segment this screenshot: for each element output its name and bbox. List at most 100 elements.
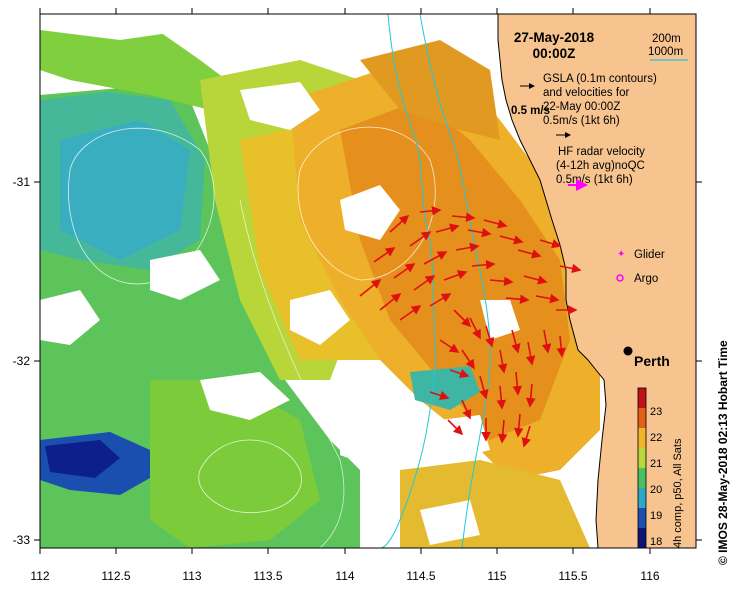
- cloud-gap-10: [480, 300, 520, 340]
- velocity-arrow: [461, 349, 475, 370]
- scale-marker-label: 0.5 m/s: [511, 105, 550, 117]
- velocity-arrow: [521, 425, 531, 448]
- velocity-arrow: [541, 329, 552, 354]
- velocity-arrow: [447, 419, 464, 436]
- velocity-arrow: [439, 339, 460, 353]
- y-tick-labels: -31 -32 -33: [13, 175, 31, 547]
- velocity-arrow: [419, 206, 442, 216]
- map-time: 00:00Z: [533, 46, 576, 61]
- gsla-contour-1: [68, 127, 215, 285]
- cloud-gap-9: [150, 250, 220, 300]
- cloud-gap-11: [420, 500, 480, 545]
- velocity-arrow: [517, 249, 542, 259]
- sst-patch-cyan: [60, 120, 190, 260]
- velocity-arrow: [435, 223, 460, 233]
- velocity-arrow: [513, 413, 524, 438]
- colorbar-tick: 19: [650, 510, 662, 522]
- velocity-arrow: [455, 242, 480, 253]
- y-tick-label: -31: [13, 175, 31, 189]
- cloud-gap-2: [200, 14, 380, 50]
- velocity-arrow: [556, 335, 566, 358]
- velocity-arrow: [499, 235, 524, 245]
- cloud-gap-8: [40, 290, 100, 345]
- velocity-arrow: [461, 399, 472, 420]
- y-tick-label: -33: [13, 533, 31, 547]
- cloud-gap-7: [340, 410, 420, 470]
- cloud-gap-5: [290, 290, 350, 345]
- city-label: Perth: [634, 353, 670, 369]
- map-date: 27-May-2018: [514, 30, 595, 45]
- velocity-arrow: [413, 275, 436, 291]
- velocity-arrows: [359, 206, 582, 448]
- velocity-arrow: [393, 263, 416, 279]
- glider-label: Glider: [634, 249, 665, 261]
- cloud-gap-3: [240, 82, 320, 130]
- hf-legend-line2: (4-12h avg)noQC: [556, 160, 645, 172]
- colorbar-tick: 21: [650, 458, 662, 470]
- cloud-gap-4: [340, 185, 400, 240]
- argo-label: Argo: [634, 273, 658, 285]
- velocity-arrow: [489, 276, 514, 287]
- cloud-gap-1: [40, 14, 190, 40]
- colorbar-tick: 20: [650, 484, 662, 496]
- colorbar-segment: [638, 448, 646, 468]
- colorbar-frame: [637, 387, 647, 549]
- colorbar-segment: [638, 428, 646, 448]
- colorbar-segment: [638, 388, 646, 408]
- velocity-arrow: [429, 293, 452, 307]
- x-tick-label: 114: [335, 569, 354, 583]
- colorbar: 23 22 21 20 19 18 4h comp, p50, All Sats: [637, 387, 684, 549]
- cloud-gap-6: [200, 372, 290, 420]
- x-tick-label: 113.5: [253, 569, 282, 583]
- gsla-legend-scale: 0.5m/s (1kt 6h): [543, 115, 620, 127]
- velocity-arrow: [389, 214, 410, 233]
- colorbar-tick: 23: [650, 406, 662, 418]
- x-tick-labels: 112 112.5 113 113.5 114 114.5 115 115.5 …: [30, 569, 659, 583]
- legend-1000m: 1000m: [648, 46, 683, 58]
- velocity-arrow: [483, 219, 508, 229]
- legend-200m: 200m: [652, 33, 681, 45]
- x-tick-label: 112: [30, 569, 49, 583]
- velocity-arrow: [485, 325, 495, 348]
- velocity-arrow: [449, 368, 470, 379]
- velocity-arrow: [373, 247, 396, 263]
- x-tick-label: 115.5: [558, 569, 587, 583]
- velocity-arrow: [359, 279, 382, 297]
- x-tick-label: 114.5: [406, 569, 435, 583]
- colorbar-segment: [638, 488, 646, 508]
- argo-icon: [616, 274, 624, 282]
- velocity-arrow: [539, 239, 562, 249]
- velocity-arrow: [409, 231, 432, 247]
- velocity-arrow: [512, 371, 523, 396]
- velocity-arrow: [399, 305, 422, 321]
- colorbar-label: 4h comp, p50, All Sats: [672, 438, 684, 548]
- x-tick-label: 113: [182, 569, 201, 583]
- velocity-arrow: [443, 270, 468, 281]
- glider-icon: ✦: [617, 249, 625, 260]
- velocity-arrow: [423, 251, 448, 265]
- hf-legend-line1: HF radar velocity: [558, 146, 645, 158]
- gsla-legend-line1: GSLA (0.1m contours): [543, 73, 657, 85]
- credit-text: © IMOS 28-May-2018 02:13 Hobart Time: [716, 340, 730, 565]
- velocity-arrow: [467, 227, 492, 238]
- velocity-arrow: [525, 341, 536, 366]
- velocity-arrow: [453, 309, 472, 328]
- plot-frame: [39, 13, 697, 549]
- velocity-arrow: [497, 419, 508, 444]
- gsla-legend-line3: 22-May 00:00Z: [543, 101, 620, 113]
- sst-patch-orange: [340, 100, 570, 440]
- velocity-arrow: [523, 275, 548, 285]
- velocity-arrow: [511, 329, 521, 354]
- hf-legend-scale: 0.5m/s (1kt 6h): [556, 174, 633, 186]
- colorbar-tick: 22: [650, 432, 662, 444]
- x-tick-label: 116: [640, 569, 659, 583]
- isobath-200m: [419, 14, 491, 548]
- velocity-arrow: [525, 383, 536, 408]
- velocity-arrow: [535, 293, 560, 304]
- colorbar-segment: [638, 528, 646, 548]
- land-mass: [497, 14, 696, 548]
- velocity-arrow: [497, 349, 508, 374]
- sst-patch-darkblue: [45, 440, 120, 478]
- velocity-arrow: [469, 317, 481, 340]
